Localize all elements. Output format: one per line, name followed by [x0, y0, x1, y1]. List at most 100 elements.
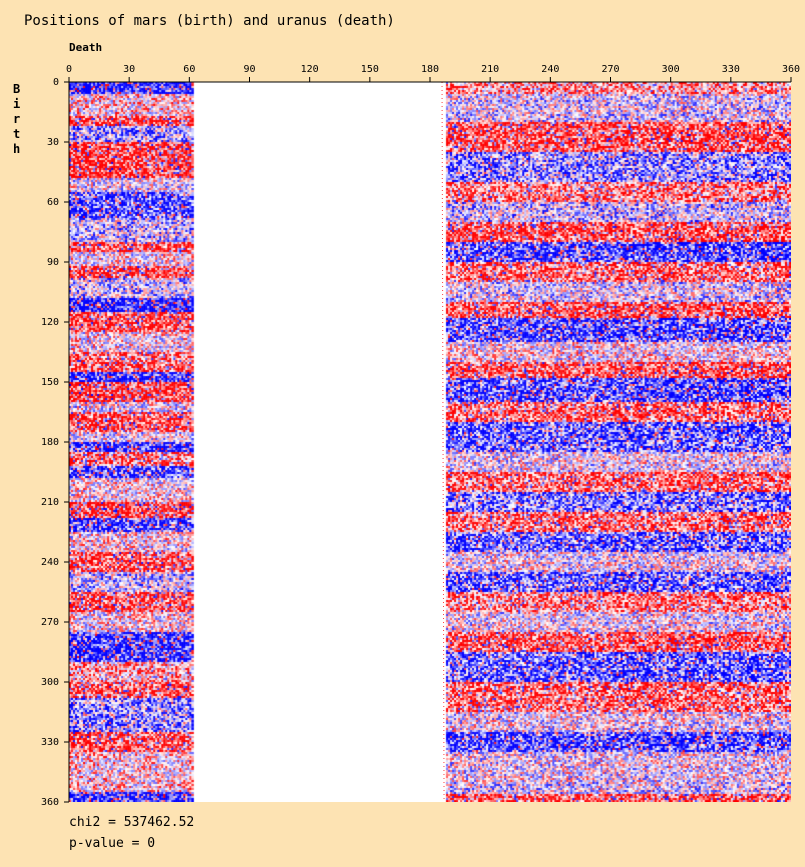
- right-row-band: [446, 94, 791, 122]
- left-row-band: [69, 442, 193, 452]
- y-tick-label: 210: [41, 497, 59, 508]
- left-row-band: [69, 192, 193, 218]
- left-row-band: [69, 632, 193, 662]
- chi2-stat: chi2 = 537462.52: [69, 815, 195, 830]
- right-row-band: [446, 552, 791, 572]
- left-row-band: [69, 698, 193, 732]
- right-row-band: [446, 222, 791, 242]
- left-row-band: [69, 312, 193, 332]
- left-row-band: [69, 792, 193, 802]
- left-row-band: [69, 432, 193, 442]
- left-row-band: [69, 218, 193, 242]
- y-tick-label: 330: [41, 737, 59, 748]
- left-row-band: [69, 242, 193, 252]
- left-row-band: [69, 572, 193, 592]
- x-tick-label: 30: [123, 64, 135, 75]
- right-row-band: [446, 152, 791, 182]
- y-tick-label: 270: [41, 617, 59, 628]
- right-row-band: [446, 512, 791, 532]
- right-row-band: [446, 492, 791, 512]
- x-tick-label: 120: [301, 64, 319, 75]
- right-row-band: [446, 262, 791, 282]
- right-row-band: [446, 712, 791, 732]
- x-tick-label: 60: [183, 64, 195, 75]
- right-row-band: [446, 472, 791, 492]
- x-tick-label: 180: [421, 64, 439, 75]
- y-tick-label: 60: [47, 197, 59, 208]
- x-tick-label: 270: [601, 64, 619, 75]
- right-row-band: [446, 752, 791, 782]
- boundary-line: [441, 81, 445, 803]
- left-row-band: [69, 382, 193, 402]
- right-row-band: [446, 202, 791, 222]
- right-row-band: [446, 532, 791, 552]
- left-row-band: [69, 612, 193, 632]
- left-row-band: [69, 402, 193, 412]
- x-tick-label: 240: [541, 64, 559, 75]
- left-row-band: [69, 552, 193, 572]
- y-axis-label-letter: t: [13, 127, 21, 141]
- heatmap-texture: [69, 82, 791, 802]
- right-row-band: [446, 122, 791, 152]
- y-tick-label: 240: [41, 557, 59, 568]
- left-row-band: [69, 466, 193, 478]
- right-row-band: [446, 632, 791, 652]
- left-row-band: [69, 178, 193, 192]
- left-row-band: [69, 252, 193, 266]
- right-row-band: [446, 362, 791, 378]
- x-tick-label: 360: [782, 64, 800, 75]
- left-row-band: [69, 298, 193, 312]
- right-row-band: [446, 302, 791, 318]
- left-row-band: [69, 82, 193, 94]
- right-row-band: [446, 82, 791, 94]
- left-row-band: [69, 142, 193, 178]
- right-row-band: [446, 732, 791, 752]
- y-tick-label: 180: [41, 437, 59, 448]
- y-axis-label-letter: i: [13, 97, 21, 111]
- right-row-band: [446, 422, 791, 452]
- left-row-band: [69, 592, 193, 612]
- left-row-band: [69, 94, 193, 116]
- right-row-band: [446, 342, 791, 362]
- x-tick-label: 210: [481, 64, 499, 75]
- p-value-stat: p-value = 0: [69, 836, 156, 851]
- left-row-band: [69, 478, 193, 502]
- left-row-band: [69, 752, 193, 792]
- x-tick-label: 0: [66, 64, 72, 75]
- right-row-band: [446, 652, 791, 682]
- left-row-band: [69, 266, 193, 278]
- y-axis-label-letter: h: [13, 142, 21, 156]
- left-row-band: [69, 682, 193, 698]
- y-tick-label: 150: [41, 377, 59, 388]
- right-row-band: [446, 182, 791, 202]
- right-row-band: [446, 242, 791, 262]
- x-tick-label: 330: [722, 64, 740, 75]
- left-row-band: [69, 532, 193, 552]
- y-tick-label: 300: [41, 677, 59, 688]
- y-tick-label: 360: [41, 797, 59, 808]
- right-row-band: [446, 592, 791, 612]
- right-row-band: [446, 572, 791, 592]
- y-tick-label: 90: [47, 257, 59, 268]
- right-row-band: [446, 794, 791, 802]
- left-row-band: [69, 126, 193, 142]
- left-row-band: [69, 352, 193, 372]
- y-axis-label-letter: B: [13, 82, 21, 96]
- chart-title: Positions of mars (birth) and uranus (de…: [24, 13, 395, 29]
- left-row-band: [69, 518, 193, 532]
- right-row-band: [446, 682, 791, 712]
- right-row-band: [446, 612, 791, 632]
- y-tick-label: 30: [47, 137, 59, 148]
- x-axis-label: Death: [69, 41, 103, 54]
- right-row-band: [446, 378, 791, 402]
- right-row-band: [446, 782, 791, 794]
- left-row-band: [69, 502, 193, 518]
- y-axis-label-letter: r: [13, 112, 21, 126]
- left-row-band: [69, 732, 193, 752]
- left-row-band: [69, 372, 193, 382]
- y-tick-label: 120: [41, 317, 59, 328]
- x-tick-label: 300: [662, 64, 680, 75]
